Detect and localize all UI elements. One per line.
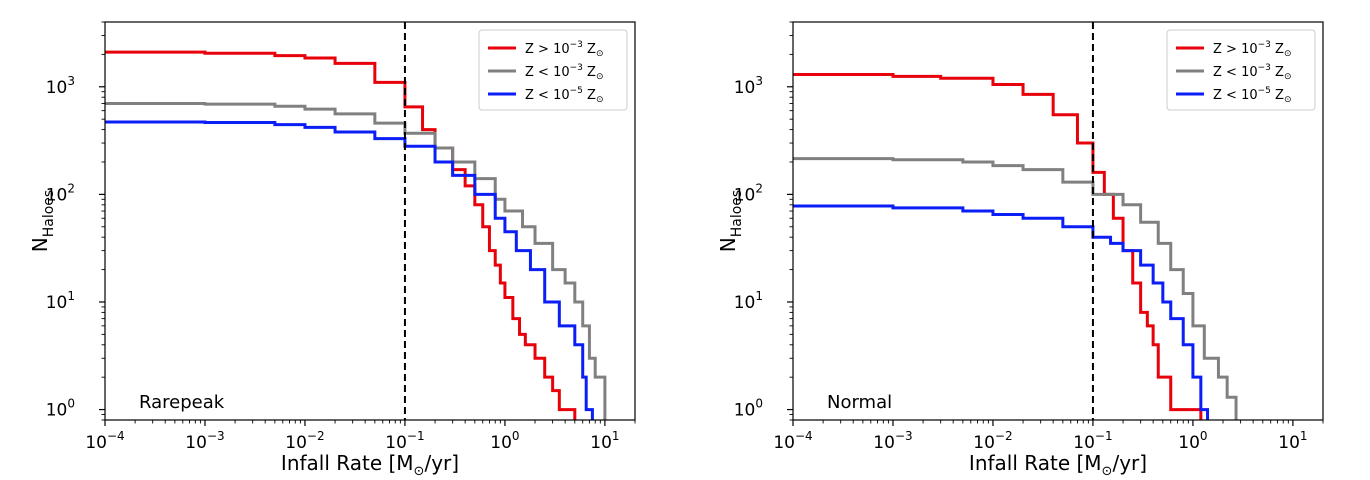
y-tick-label: 102 (734, 181, 763, 205)
y-tick-label: 103 (734, 74, 763, 98)
x-tick-label: 10−3 (873, 429, 912, 453)
series-line-1 (105, 101, 607, 420)
x-tick-label: 101 (1278, 429, 1307, 453)
x-axis-label: Infall Rate [M⊙/yr] (281, 451, 459, 479)
series-line-2 (105, 120, 594, 420)
legend-entry: Z < 10−5 Z⊙ (525, 86, 603, 105)
legend-entry: Z < 10−3 Z⊙ (1213, 63, 1291, 82)
x-axis-label: Infall Rate [M⊙/yr] (969, 451, 1147, 479)
series-line-0 (793, 73, 1203, 420)
y-axis-label: NHaloes (28, 190, 57, 252)
x-tick-label: 100 (490, 429, 519, 453)
x-tick-label: 10−4 (85, 429, 124, 453)
x-tick-label: 10−4 (773, 429, 812, 453)
panel-label: Normal (827, 392, 892, 413)
legend: Z > 10−3 Z⊙ Z < 10−3 Z⊙ Z < 10−5 Z⊙ (1166, 29, 1316, 111)
y-tick-label: 100 (734, 397, 763, 421)
y-tick-label: 102 (46, 181, 75, 205)
panel-normal: 10−4 10−3 10−2 10−1 100 101 100 101 102 103 Infall… (716, 21, 1324, 479)
legend-entry: Z > 10−3 Z⊙ (1213, 40, 1291, 59)
x-tick-label: 10−3 (185, 429, 224, 453)
y-tick-label: 103 (46, 74, 75, 98)
x-tick-label: 101 (590, 429, 619, 453)
y-tick-label: 101 (46, 289, 75, 313)
legend-entry: Z < 10−5 Z⊙ (1213, 86, 1291, 105)
legend-entry: Z < 10−3 Z⊙ (525, 63, 603, 82)
axes-frame (792, 21, 1324, 421)
panel-label: Rarepeak (139, 392, 225, 413)
legend: Z > 10−3 Z⊙ Z < 10−3 Z⊙ Z < 10−5 Z⊙ (478, 29, 628, 111)
series-line-0 (105, 50, 577, 420)
axes-frame (104, 21, 636, 421)
series-line-2 (793, 204, 1210, 420)
series-line-1 (793, 157, 1238, 420)
x-tick-label: 10−2 (973, 429, 1012, 453)
y-tick-label: 101 (734, 289, 763, 313)
x-tick-label: 10−1 (385, 429, 424, 453)
x-tick-label: 10−1 (1073, 429, 1112, 453)
y-axis-label: NHaloes (716, 190, 745, 252)
y-tick-label: 100 (46, 397, 75, 421)
x-tick-label: 100 (1178, 429, 1207, 453)
panel-rarepeak: 10−4 10−3 10−2 10−1 100 101 100 101 102 103 Infall… (28, 21, 636, 479)
legend-entry: Z > 10−3 Z⊙ (525, 40, 603, 59)
x-tick-label: 10−2 (285, 429, 324, 453)
